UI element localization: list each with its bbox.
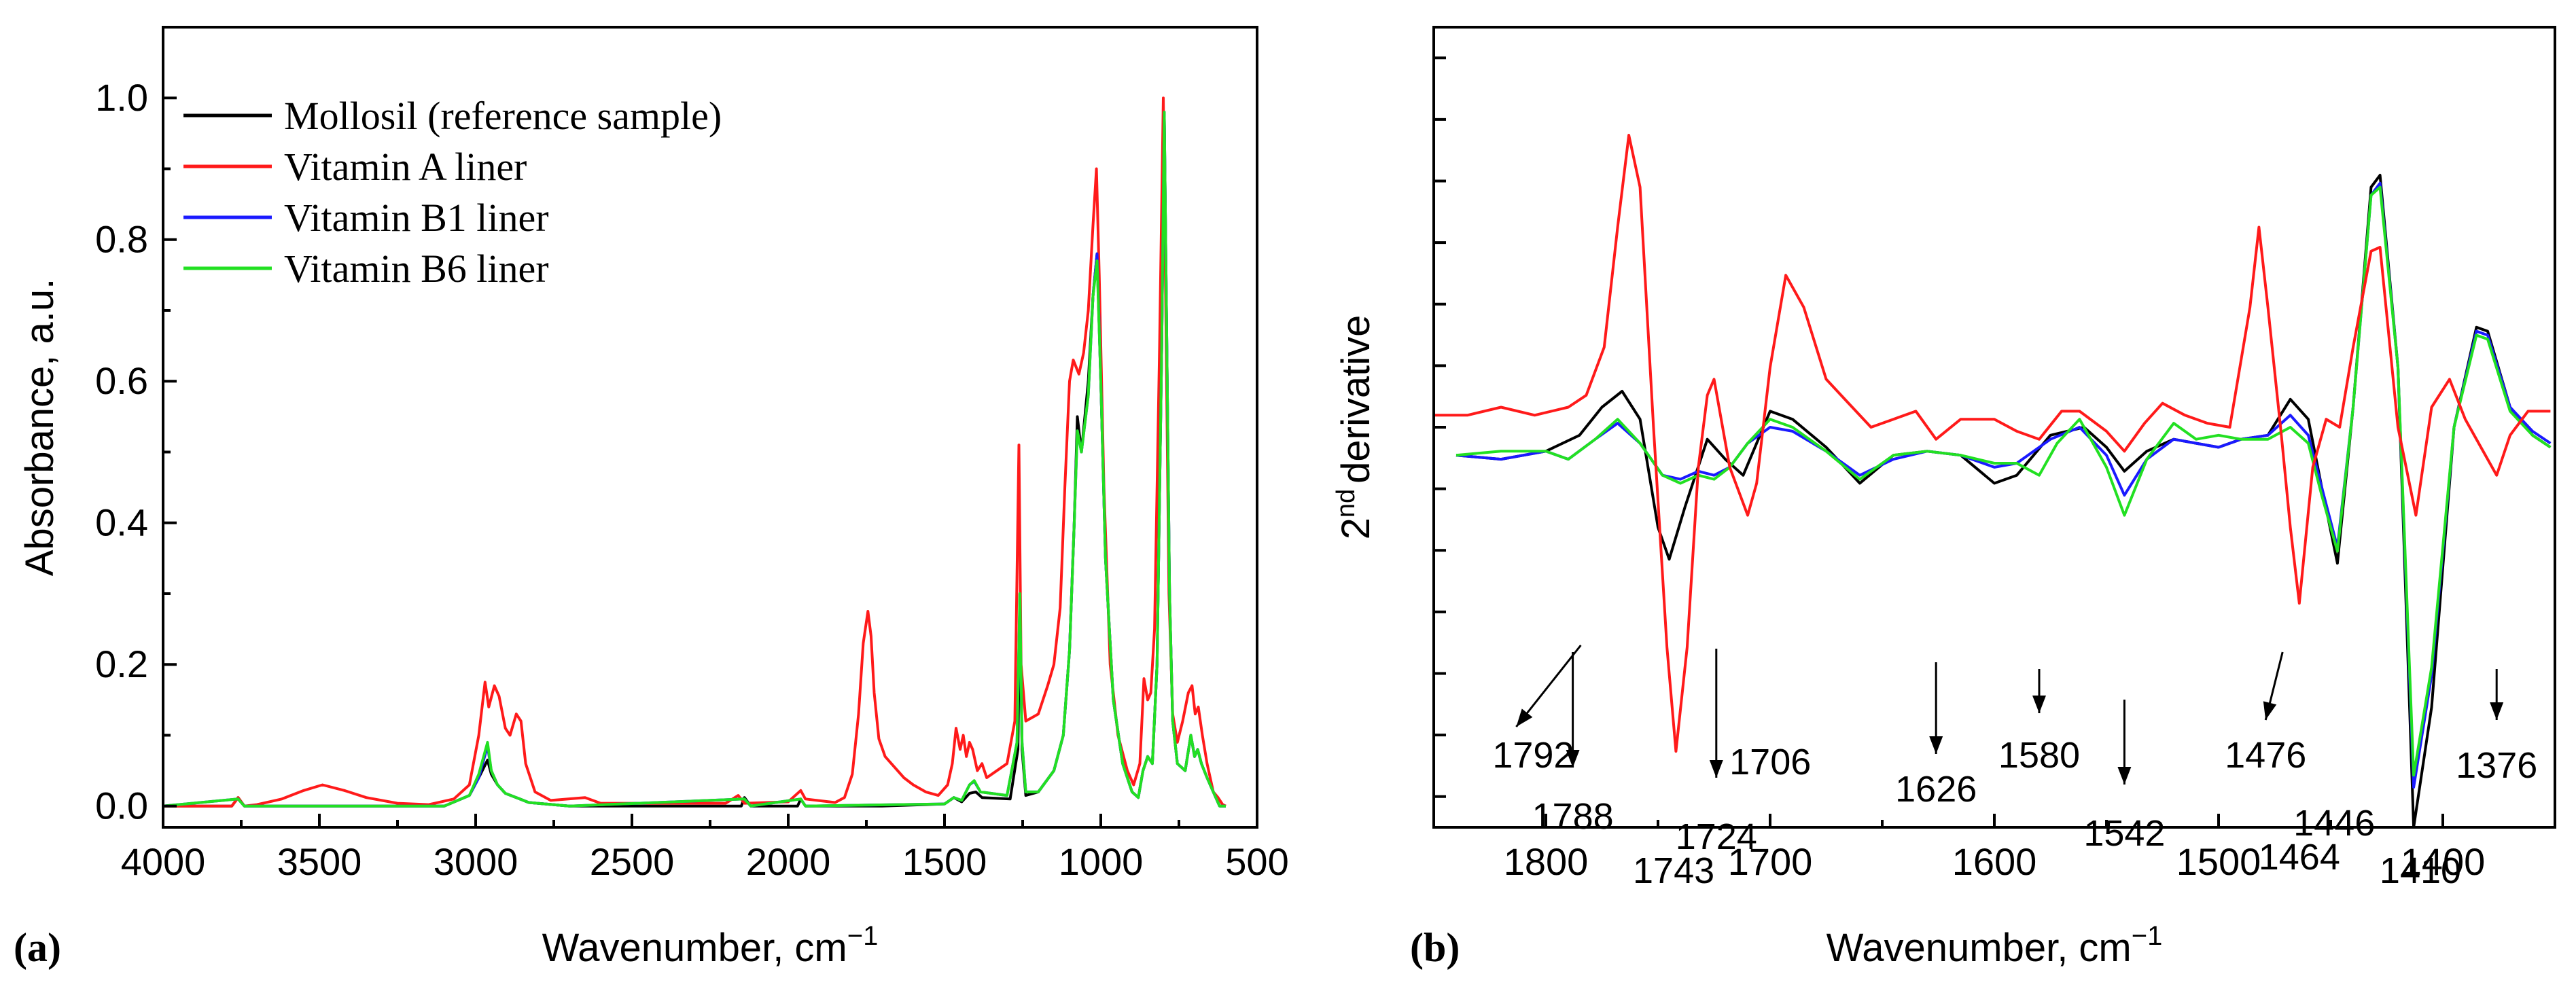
y-axis-title-text: derivative <box>1334 315 1378 484</box>
x-tick-label: 2000 <box>746 840 831 883</box>
x-axis-title-superscript: −1 <box>847 921 879 951</box>
peak-label-1724: 1724 <box>1676 816 1757 857</box>
y-tick-label: 0.2 <box>95 643 148 685</box>
peak-label-1542: 1542 <box>2083 813 2165 854</box>
series-line-vitamin-a-liner <box>163 96 1227 808</box>
x-tick-label: 1500 <box>902 840 987 883</box>
legend-item-mollosil: Mollosil (reference sample) <box>183 94 722 138</box>
panel-b-x-ticks: 1800 1700 1600 1500 1400 <box>1504 814 2486 883</box>
annotation-arrow-head <box>2117 767 2132 785</box>
x-tick-label: 500 <box>1225 840 1288 883</box>
x-tick-label: 1000 <box>1059 840 1144 883</box>
panel-b-frame <box>1432 26 2556 829</box>
panel-a-y-axis-title: Absorbance, a.u. <box>18 278 62 577</box>
y-tick-label: 0.8 <box>95 218 148 261</box>
annotation-arrow-head <box>2490 702 2504 720</box>
panel-b-series <box>1434 134 2552 829</box>
legend-label: Mollosil (reference sample) <box>284 94 722 138</box>
annotation-arrow-head <box>1516 708 1533 727</box>
y-axis-title-prefix: 2 <box>1334 518 1378 539</box>
y-tick-label: 0.6 <box>95 359 148 402</box>
legend-item-vitamin-b6: Vitamin B6 liner <box>183 247 549 291</box>
panel-a-x-ticks: 4000 3500 3000 2500 2000 1500 1000 500 <box>121 814 1289 883</box>
series-line-vitamin-b6-liner <box>1455 185 2552 777</box>
series-line-vitamin-b6-liner <box>162 111 1226 808</box>
annotation-arrow-head <box>1929 736 1943 754</box>
x-tick-label: 3000 <box>434 840 518 883</box>
annotation-arrow-head <box>1566 750 1580 768</box>
peak-label-1464: 1464 <box>2259 837 2340 878</box>
peak-label-1446: 1446 <box>2293 803 2375 844</box>
y-tick-label: 0.0 <box>95 785 148 827</box>
peak-label-1580: 1580 <box>1998 735 2080 776</box>
peak-label-1410: 1410 <box>2380 850 2461 891</box>
annotation-arrow-head <box>1709 760 1723 778</box>
x-axis-title-text: Wavenumber, cm <box>542 926 847 970</box>
x-tick-label: 1700 <box>1728 840 1813 883</box>
y-axis-title-superscript: nd <box>1332 489 1360 518</box>
peak-label-1626: 1626 <box>1895 769 1977 810</box>
x-axis-title-superscript: −1 <box>2132 921 2163 951</box>
series-line-vitamin-b1-liner <box>1455 181 2552 789</box>
peak-label-1743: 1743 <box>1633 850 1714 891</box>
x-tick-label: 3500 <box>277 840 362 883</box>
panel-a: 4000 3500 3000 2500 2000 1500 1000 500 0.00.20.… <box>14 26 1289 970</box>
peak-label-1792: 1792 <box>1492 735 1574 776</box>
peak-label-1706: 1706 <box>1729 742 1811 782</box>
panel-a-y-ticks: 0.0 0.2 0.4 0.6 0.8 1.0 <box>95 26 177 827</box>
panel-b-x-axis-title: Wavenumber, cm−1 <box>1827 921 2163 970</box>
x-tick-label: 1400 <box>2401 840 2486 883</box>
panel-a-legend: Mollosil (reference sample) Vitamin A li… <box>183 94 722 291</box>
legend-item-vitamin-a: Vitamin A liner <box>183 145 527 189</box>
panel-a-label: (a) <box>14 925 61 970</box>
y-tick-label: 1.0 <box>95 76 148 119</box>
legend-item-vitamin-b1: Vitamin B1 liner <box>183 196 549 240</box>
peak-label-1376: 1376 <box>2456 745 2537 786</box>
x-tick-label: 1600 <box>1952 840 2037 883</box>
x-axis-title-text: Wavenumber, cm <box>1827 926 2132 970</box>
annotation-arrow-head <box>2263 701 2277 720</box>
peak-label-1476: 1476 <box>2225 735 2306 776</box>
y-tick-label: 0.4 <box>95 501 148 544</box>
x-tick-label: 4000 <box>121 840 206 883</box>
legend-label: Vitamin A liner <box>284 145 527 189</box>
x-tick-label: 2500 <box>590 840 675 883</box>
panel-b-label: (b) <box>1410 925 1460 970</box>
x-tick-label: 1500 <box>2176 840 2261 883</box>
panel-a-x-axis-title: Wavenumber, cm−1 <box>542 921 879 970</box>
annotation-arrow-head <box>2032 696 2046 713</box>
legend-label: Vitamin B6 liner <box>284 247 549 291</box>
panel-b-y-axis-title: 2nd derivative <box>1332 315 1378 540</box>
panel-a-plot-area: 4000 3500 3000 2500 2000 1500 1000 500 0.00.20.… <box>95 26 1289 883</box>
x-tick-label: 1800 <box>1504 840 1589 883</box>
legend-label: Vitamin B1 liner <box>284 196 549 240</box>
peak-label-1788: 1788 <box>1532 796 1614 837</box>
series-line-vitamin-a-liner <box>1434 134 2551 753</box>
series-line-mollosil-reference-sample <box>1455 173 2552 829</box>
panel-a-series <box>162 96 1227 808</box>
panel-b-y-ticks <box>1434 56 1446 798</box>
